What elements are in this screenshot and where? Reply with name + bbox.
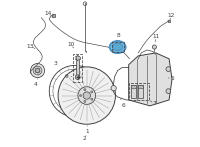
Bar [138, 85, 143, 98]
Circle shape [80, 95, 82, 97]
Polygon shape [76, 56, 80, 60]
Text: 8: 8 [117, 33, 120, 41]
Circle shape [111, 86, 116, 91]
Text: 12: 12 [168, 13, 175, 21]
Bar [52, 14, 55, 17]
Circle shape [91, 91, 93, 93]
Circle shape [33, 66, 42, 75]
Circle shape [91, 98, 93, 100]
Text: 3: 3 [53, 61, 63, 68]
Polygon shape [129, 53, 172, 106]
Text: 6: 6 [121, 98, 125, 108]
Ellipse shape [113, 43, 123, 51]
Circle shape [152, 45, 156, 49]
Circle shape [58, 67, 115, 124]
Circle shape [166, 89, 171, 93]
Text: 9: 9 [64, 74, 72, 79]
Circle shape [75, 75, 80, 80]
Bar [131, 85, 136, 88]
Circle shape [84, 89, 86, 91]
Bar [138, 85, 143, 88]
Circle shape [30, 64, 45, 78]
Bar [168, 20, 170, 22]
Text: 11: 11 [152, 34, 159, 42]
Circle shape [83, 92, 90, 99]
Circle shape [84, 100, 86, 102]
Circle shape [166, 67, 171, 71]
Bar [76, 58, 79, 77]
Circle shape [78, 87, 96, 104]
Text: 14: 14 [45, 11, 52, 16]
Text: 1: 1 [86, 126, 89, 134]
Text: 2: 2 [83, 135, 86, 141]
Text: 4: 4 [34, 79, 38, 87]
Text: 10: 10 [67, 42, 74, 48]
Ellipse shape [110, 41, 126, 53]
Text: 13: 13 [26, 44, 35, 49]
Bar [131, 85, 136, 98]
Circle shape [35, 69, 40, 73]
Text: 7: 7 [150, 101, 156, 106]
Text: 5: 5 [168, 76, 174, 81]
